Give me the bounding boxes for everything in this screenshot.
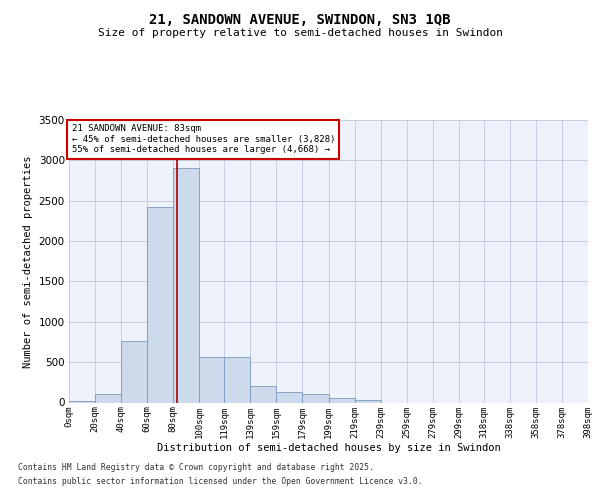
Text: Contains HM Land Registry data © Crown copyright and database right 2025.: Contains HM Land Registry data © Crown c… <box>18 464 374 472</box>
Y-axis label: Number of semi-detached properties: Number of semi-detached properties <box>23 155 33 368</box>
Bar <box>199 358 224 403</box>
X-axis label: Distribution of semi-detached houses by size in Swindon: Distribution of semi-detached houses by … <box>157 443 500 453</box>
Bar <box>277 392 302 402</box>
Bar <box>329 398 355 402</box>
Bar <box>69 401 95 402</box>
Bar <box>95 394 121 402</box>
Bar <box>355 400 380 402</box>
Text: 21, SANDOWN AVENUE, SWINDON, SN3 1QB: 21, SANDOWN AVENUE, SWINDON, SN3 1QB <box>149 12 451 26</box>
Bar <box>302 394 329 402</box>
Text: 21 SANDOWN AVENUE: 83sqm
← 45% of semi-detached houses are smaller (3,828)
55% o: 21 SANDOWN AVENUE: 83sqm ← 45% of semi-d… <box>71 124 335 154</box>
Bar <box>224 358 250 403</box>
Bar <box>173 168 199 402</box>
Bar <box>250 386 277 402</box>
Bar <box>121 341 147 402</box>
Bar <box>147 207 173 402</box>
Text: Size of property relative to semi-detached houses in Swindon: Size of property relative to semi-detach… <box>97 28 503 38</box>
Text: Contains public sector information licensed under the Open Government Licence v3: Contains public sector information licen… <box>18 477 422 486</box>
